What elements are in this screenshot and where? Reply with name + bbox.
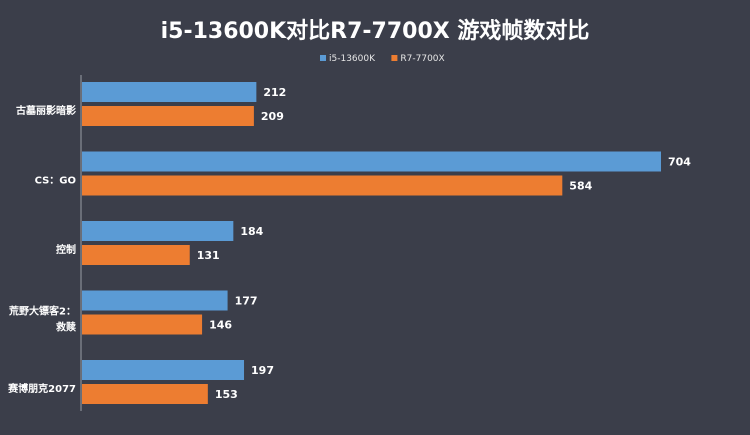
bar-1-3 [82, 314, 203, 335]
data-label-1-2: 131 [197, 249, 220, 262]
bars [82, 82, 661, 404]
bar-1-2 [82, 245, 190, 265]
category-label-2: 控制 [56, 243, 76, 256]
category-label-3: 荒野大镖客2：救赎 [8, 304, 76, 333]
data-label-0-1: 704 [668, 156, 691, 169]
data-label-0-2: 184 [240, 225, 263, 238]
bar-1-1 [82, 175, 563, 196]
legend-swatch-1 [391, 55, 398, 61]
data-labels: 212 704 184 177 197 209 584 131 146 153 [197, 86, 692, 401]
chart-title: i5-13600K对比R7-7700X 游戏帧数对比 [161, 18, 590, 44]
category-label-4: 赛博朋克2077 [7, 382, 76, 395]
legend: i5-13600K R7-7700X [320, 54, 445, 64]
legend-label-1: R7-7700X [400, 54, 444, 64]
bar-1-0 [82, 106, 254, 126]
data-label-1-4: 153 [215, 388, 238, 401]
legend-swatch-0 [320, 55, 326, 61]
bar-0-2 [82, 221, 234, 241]
data-label-0-3: 177 [235, 295, 258, 308]
bar-0-1 [82, 151, 661, 172]
bar-0-4 [82, 360, 245, 380]
bar-0-0 [82, 82, 257, 102]
data-label-1-3: 146 [209, 319, 232, 332]
bar-0-3 [82, 290, 228, 311]
data-label-0-0: 212 [263, 86, 286, 99]
data-label-0-4: 197 [251, 364, 274, 377]
legend-label-0: i5-13600K [329, 54, 376, 64]
category-label-1: CS：GO [35, 175, 76, 186]
data-label-1-0: 209 [261, 110, 284, 123]
bar-1-4 [82, 384, 208, 404]
category-label-0: 古墓丽影暗影 [16, 104, 76, 117]
data-label-1-1: 584 [569, 180, 592, 193]
